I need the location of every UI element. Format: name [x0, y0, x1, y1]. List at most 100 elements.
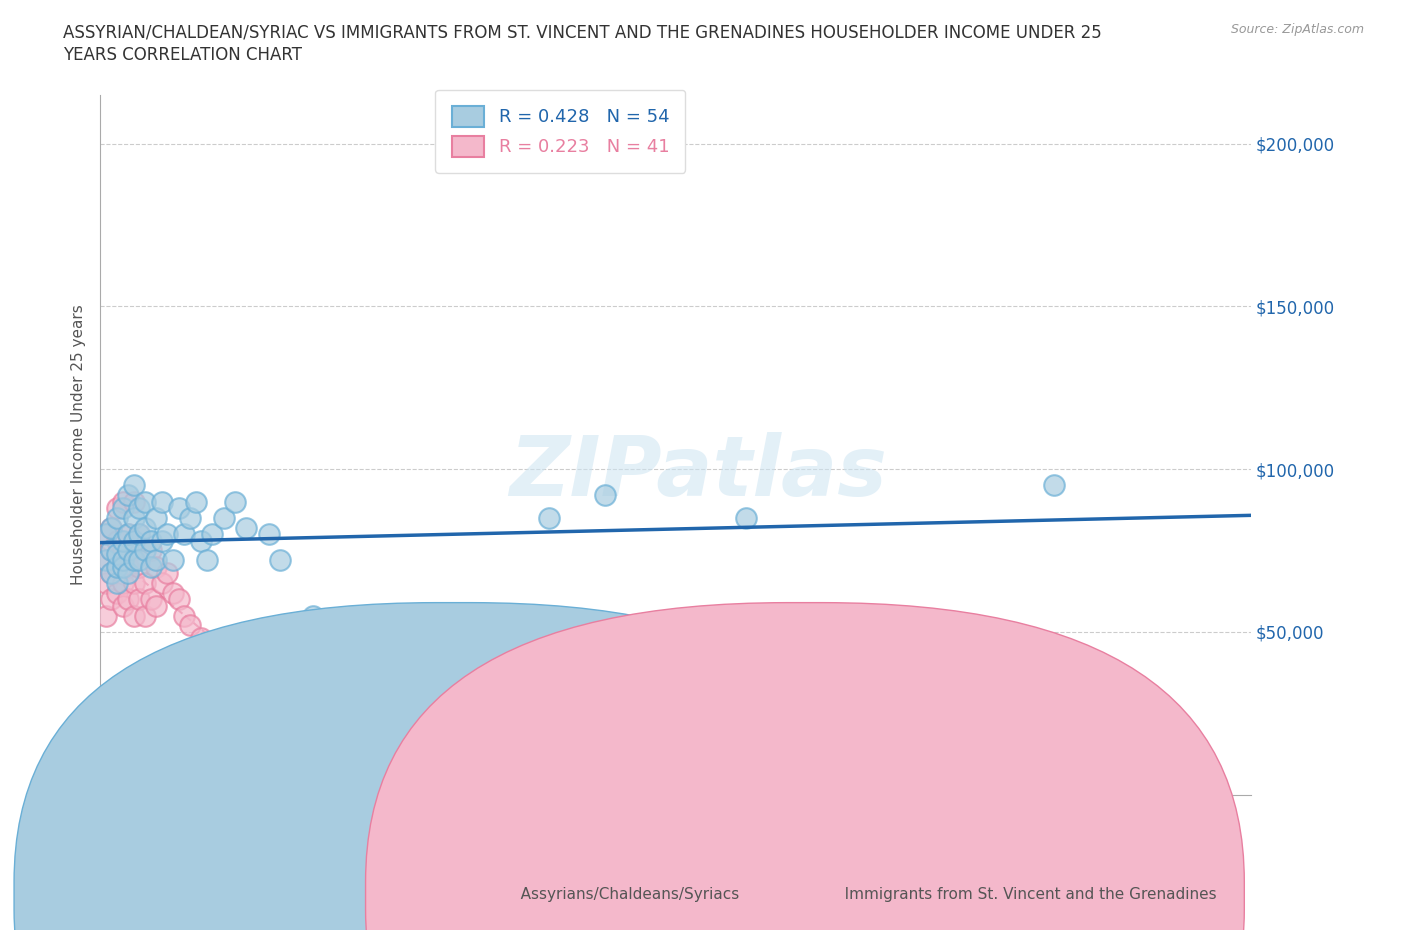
Point	[150, 576, 173, 591]
Text: Assyrians/Chaldeans/Syriacs: Assyrians/Chaldeans/Syriacs	[506, 887, 740, 902]
Point	[117, 591, 139, 606]
Point	[105, 533, 128, 548]
Point	[100, 520, 122, 535]
Point	[179, 618, 201, 632]
Text: ASSYRIAN/CHALDEAN/SYRIAC VS IMMIGRANTS FROM ST. VINCENT AND THE GRENADINES HOUSE: ASSYRIAN/CHALDEAN/SYRIAC VS IMMIGRANTS F…	[63, 23, 1102, 41]
Point	[224, 494, 246, 509]
Point	[128, 500, 150, 515]
Point	[122, 511, 145, 525]
Point	[162, 585, 184, 600]
Point	[94, 526, 117, 541]
Point	[117, 559, 139, 574]
Point	[212, 683, 235, 698]
Point	[145, 511, 167, 525]
Point	[1043, 478, 1066, 493]
Text: 20.0%: 20.0%	[1170, 840, 1223, 858]
Point	[94, 552, 117, 567]
Point	[122, 478, 145, 493]
Point	[128, 526, 150, 541]
Point	[111, 494, 134, 509]
Point	[111, 543, 134, 558]
Point	[257, 526, 280, 541]
Point	[179, 511, 201, 525]
Point	[167, 500, 190, 515]
Point	[134, 608, 156, 623]
Point	[105, 511, 128, 525]
Point	[122, 576, 145, 591]
Point	[195, 552, 218, 567]
Point	[139, 559, 162, 574]
Point	[370, 663, 392, 678]
Point	[105, 559, 128, 574]
Point	[105, 585, 128, 600]
Point	[167, 591, 190, 606]
Point	[156, 565, 179, 580]
Point	[100, 543, 122, 558]
Y-axis label: Householder Income Under 25 years: Householder Income Under 25 years	[72, 304, 86, 585]
Point	[111, 500, 134, 515]
Point	[100, 591, 122, 606]
Point	[134, 494, 156, 509]
Point	[111, 533, 134, 548]
Text: Source: ZipAtlas.com: Source: ZipAtlas.com	[1230, 23, 1364, 36]
Point	[128, 552, 150, 567]
Point	[117, 526, 139, 541]
Point	[134, 543, 156, 558]
Text: Immigrants from St. Vincent and the Grenadines: Immigrants from St. Vincent and the Gren…	[830, 887, 1216, 902]
Point	[134, 520, 156, 535]
Point	[105, 546, 128, 561]
Legend: R = 0.428   N = 54, R = 0.223   N = 41: R = 0.428 N = 54, R = 0.223 N = 41	[436, 89, 685, 173]
Point	[145, 559, 167, 574]
Point	[111, 552, 134, 567]
Point	[94, 576, 117, 591]
Point	[212, 511, 235, 525]
Point	[117, 487, 139, 502]
Point	[173, 608, 195, 623]
Point	[139, 533, 162, 548]
Text: YEARS CORRELATION CHART: YEARS CORRELATION CHART	[63, 46, 302, 64]
Point	[111, 559, 134, 574]
Point	[100, 565, 122, 580]
Point	[134, 576, 156, 591]
Point	[190, 533, 212, 548]
Point	[190, 631, 212, 645]
Point	[150, 533, 173, 548]
Point	[111, 598, 134, 613]
Point	[105, 559, 128, 574]
Point	[105, 500, 128, 515]
Point	[111, 576, 134, 591]
Point	[201, 526, 224, 541]
Point	[94, 552, 117, 567]
Point	[145, 598, 167, 613]
Point	[100, 543, 122, 558]
Point	[173, 526, 195, 541]
Text: 0.0%: 0.0%	[100, 840, 142, 858]
Point	[122, 608, 145, 623]
Point	[595, 487, 617, 502]
Point	[122, 543, 145, 558]
Point	[122, 552, 145, 567]
Point	[128, 526, 150, 541]
Point	[145, 552, 167, 567]
Point	[162, 552, 184, 567]
Point	[139, 591, 162, 606]
Point	[100, 565, 122, 580]
Point	[538, 511, 561, 525]
Point	[734, 511, 756, 525]
Point	[201, 641, 224, 656]
Point	[94, 526, 117, 541]
Point	[105, 576, 128, 591]
Point	[302, 608, 325, 623]
Point	[122, 494, 145, 509]
Text: ZIPatlas: ZIPatlas	[509, 432, 887, 513]
Point	[117, 526, 139, 541]
Point	[426, 608, 449, 623]
Point	[235, 520, 257, 535]
Point	[139, 543, 162, 558]
Point	[100, 520, 122, 535]
Point	[150, 494, 173, 509]
Point	[122, 533, 145, 548]
Point	[117, 565, 139, 580]
Point	[94, 608, 117, 623]
Point	[269, 552, 291, 567]
